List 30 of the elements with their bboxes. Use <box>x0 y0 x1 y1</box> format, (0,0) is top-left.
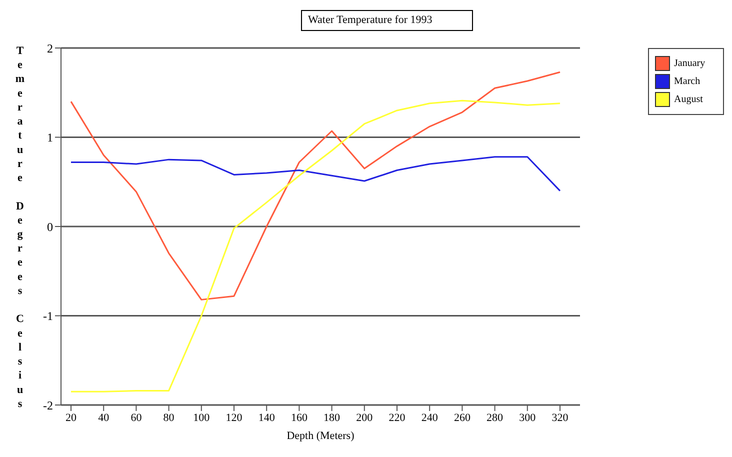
line-series <box>70 71 561 300</box>
legend-label: January <box>674 58 706 69</box>
x-tick-label: 260 <box>454 412 471 424</box>
x-tick-label: 240 <box>421 412 438 424</box>
x-tick-label: 180 <box>324 412 341 424</box>
y-tick-label: 2 <box>47 41 53 56</box>
x-tick-label: 320 <box>552 412 569 424</box>
x-axis-title: Depth (Meters) <box>286 430 355 442</box>
legend-label: March <box>674 76 700 87</box>
x-tick-label: 120 <box>226 412 243 424</box>
legend-label: August <box>674 94 703 105</box>
x-tick-label: 280 <box>486 412 504 424</box>
y-tick-label: 1 <box>47 130 53 145</box>
y-tick-label: -2 <box>43 398 53 412</box>
x-tick-label: 20 <box>66 412 77 424</box>
x-tick-label: 140 <box>258 412 276 424</box>
x-tick-label: 100 <box>193 412 210 424</box>
x-tick-label: 200 <box>356 412 374 424</box>
line-series <box>70 156 561 192</box>
x-tick-label: 60 <box>130 412 142 424</box>
chart-title: Water Temperature for 1993 <box>301 10 474 31</box>
x-tick-label: 160 <box>290 412 308 424</box>
x-tick-label: 300 <box>519 412 536 424</box>
x-tick-label: 220 <box>388 412 406 424</box>
text: Temerature Degrees Celsius <box>15 45 25 410</box>
y-tick-label: -1 <box>43 309 53 324</box>
x-tick-label: 40 <box>98 412 110 424</box>
x-tick-label: 80 <box>163 412 175 424</box>
line-series <box>70 100 561 392</box>
y-tick-label: 0 <box>47 220 53 234</box>
